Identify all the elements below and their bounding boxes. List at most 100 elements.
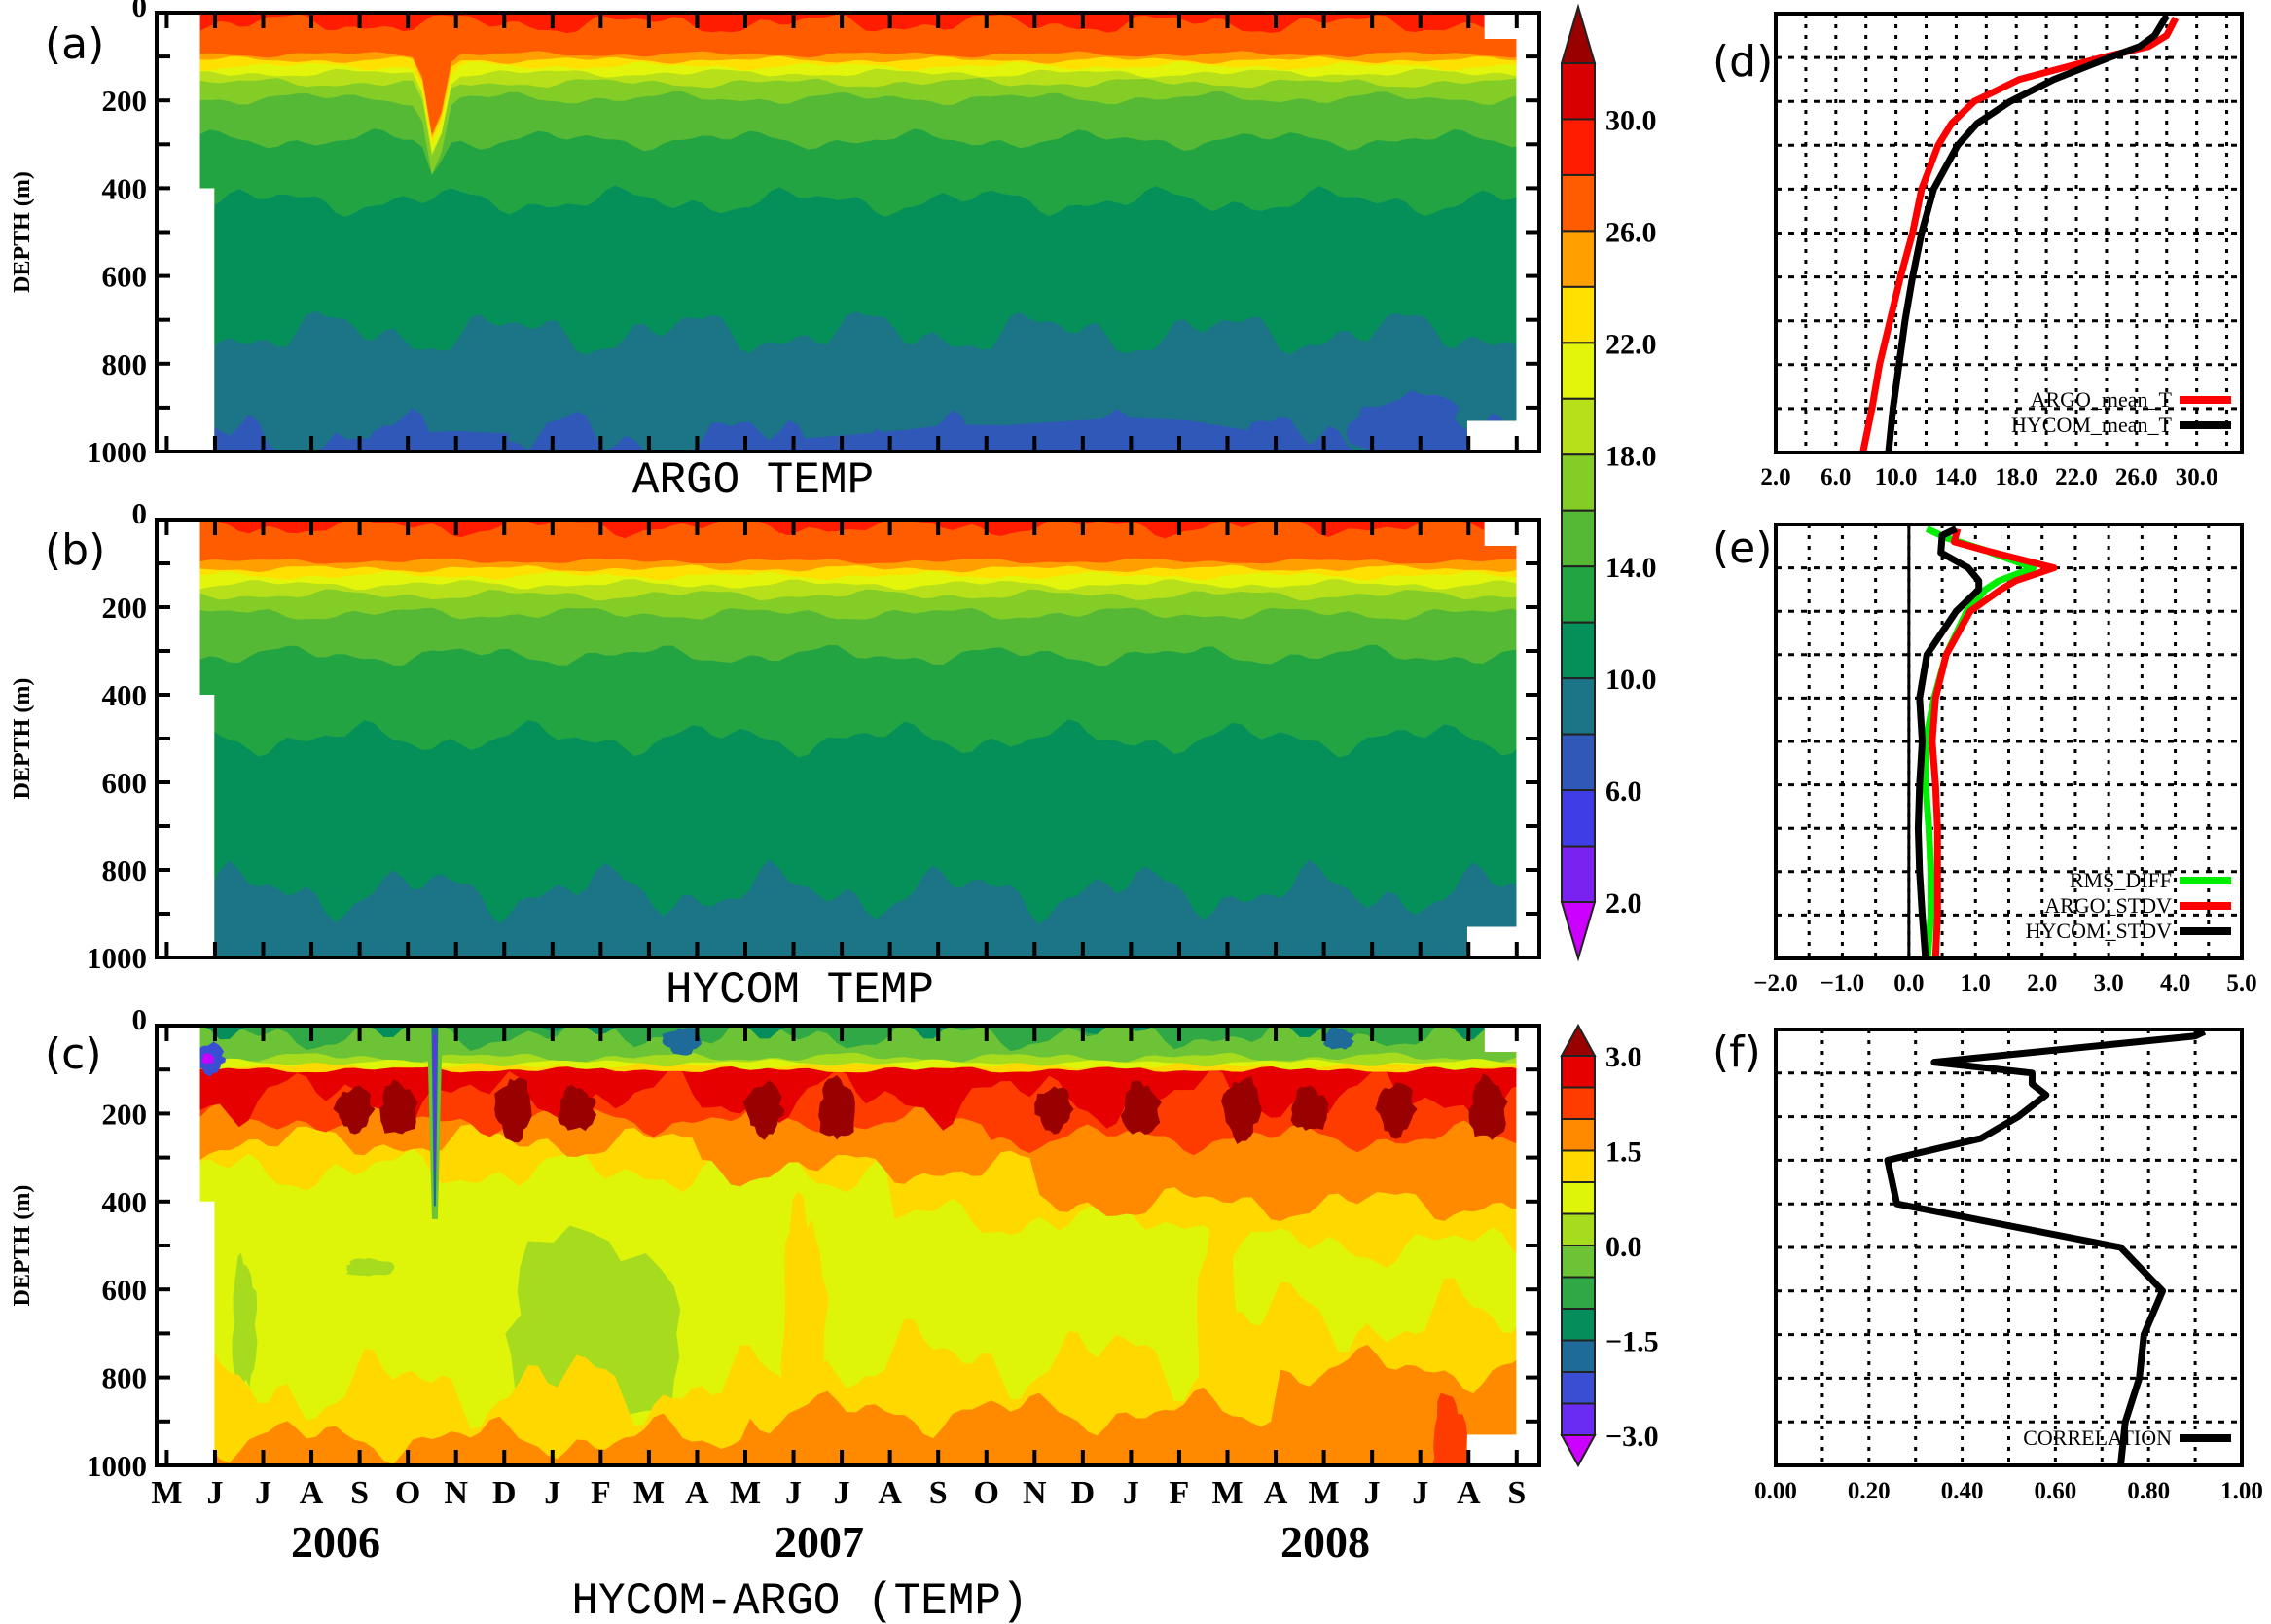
legend-label: ARGO_STDV: [2044, 893, 2172, 918]
contour-blob-neg2-neg1.5: [662, 1028, 702, 1056]
x-tick-label: 14.0: [1935, 464, 1978, 490]
month-label: M: [151, 1475, 182, 1511]
contour-fill: [199, 1026, 1517, 1465]
colorbar-band: [1561, 118, 1596, 176]
colorbar-band: [1561, 1276, 1596, 1310]
contour-blob-1-1.5: [780, 1191, 829, 1462]
colorbar-band: [1561, 1402, 1596, 1436]
month-label: J: [1364, 1475, 1381, 1511]
x-tick-label: 3.0: [2094, 970, 2124, 996]
colorbar-label: 10.0: [1605, 664, 1657, 696]
panel-label-c: (c): [45, 1029, 102, 1079]
colorbar-temperature: 30.0 26.0 22.0 18.0 14.0 10.0 6.0 2.0: [1560, 3, 1657, 962]
month-label: D: [1071, 1475, 1096, 1511]
month-label: A: [300, 1475, 324, 1511]
spike-band: [433, 1034, 437, 1172]
colorbar-band: [1561, 621, 1596, 680]
depth-tick-label: 800: [102, 853, 148, 887]
colorbar-label: 6.0: [1605, 776, 1642, 808]
colorbar-label: 18.0: [1605, 440, 1657, 472]
colorbar-band: [1561, 1086, 1596, 1120]
colorbar-band: [1561, 342, 1596, 400]
plot-frame: [1774, 523, 2244, 960]
panel-b-hycom-temp: 0 200 400 600 800 1000 DEPTH (m): [10, 496, 1541, 975]
contour-blob-over-3: [379, 1079, 418, 1135]
colorbar-label: 26.0: [1605, 216, 1657, 248]
x-tick-label: 0.80: [2127, 1478, 2170, 1504]
x-tick-label: 1.0: [1961, 970, 1991, 996]
plot-frame: [1774, 12, 2244, 454]
month-label: J: [255, 1475, 271, 1511]
contour-blob-over-3: [742, 1079, 785, 1140]
depth-tick-label: 400: [102, 678, 148, 712]
depth-axis-label: DEPTH (m): [10, 678, 35, 800]
colorbar-label: −1.5: [1605, 1326, 1659, 1358]
colorbar-band: [1561, 1055, 1596, 1089]
depth-tick-label: 800: [102, 1361, 148, 1395]
year-label-2006: 2006: [291, 1517, 380, 1567]
legend-label: HYCOM_mean_T: [2011, 413, 2173, 437]
depth-tick-label: 1000: [87, 941, 147, 975]
contour-blob-6-8: [746, 416, 1331, 451]
panel-label-d: (d): [1712, 37, 1773, 87]
contour-blob-6-8: [315, 430, 530, 451]
depth-tick-label: 1000: [87, 1449, 147, 1483]
colorbar-band: [1561, 285, 1596, 344]
month-label: A: [1264, 1475, 1288, 1511]
x-tick-label: 2.0: [2027, 970, 2057, 996]
colorbar-band: [1561, 845, 1596, 903]
month-label: F: [1170, 1475, 1190, 1511]
x-tick-label: 10.0: [1875, 464, 1918, 490]
series-line-argo-stdv: [1929, 527, 2058, 959]
depth-tick-label: 800: [102, 347, 148, 381]
colorbar-label: 1.5: [1605, 1137, 1642, 1169]
legend-label: HYCOM_STDV: [2026, 919, 2172, 943]
colorbar-band: [1561, 453, 1596, 512]
month-label: O: [395, 1475, 420, 1511]
month-label: M: [633, 1475, 665, 1511]
contour-blob-over-3: [1468, 1073, 1508, 1140]
series-line-hycom-mean-t: [1885, 14, 2170, 453]
colorbar-label: 3.0: [1605, 1041, 1642, 1073]
colorbar-under-triangle: [1560, 1434, 1597, 1468]
x-tick-label: 0.0: [1893, 970, 1924, 996]
depth-axis-label: DEPTH (m): [10, 1185, 35, 1307]
colorbar-over-triangle: [1560, 3, 1597, 64]
month-label: N: [1023, 1475, 1047, 1511]
contour-blob-over-3: [1034, 1086, 1074, 1135]
contour-blob-0-0.5: [346, 1258, 395, 1277]
x-tick-label: 18.0: [1995, 464, 2037, 490]
panel-a-argo-temp: 0 200 400 600 800 1000 DEPTH (m): [10, 0, 1541, 469]
depth-tick-label: 200: [102, 1097, 148, 1131]
colorbar-difference: 3.0 1.5 0.0 −1.5 −3.0: [1560, 1023, 1659, 1468]
colorbar-band: [1561, 1212, 1596, 1246]
panel-e-stdv-profile: −2.0 −1.0 0.0 1.0 2.0 3.0 4.0 5.0 RMS_DIFFARGO_S…: [1753, 523, 2257, 996]
contour-blob-2-2.5: [1431, 1392, 1468, 1465]
contour-blob-over-3: [1120, 1080, 1163, 1135]
colorbar-over-triangle: [1560, 1023, 1597, 1057]
month-label: M: [1309, 1475, 1340, 1511]
colorbar-under-triangle: [1560, 901, 1597, 962]
x-tick-label: 26.0: [2115, 464, 2158, 490]
isotherm-10-band: [199, 310, 1517, 451]
contour-blob-0-0.5: [232, 1252, 258, 1393]
colorbar-band: [1561, 1181, 1596, 1215]
isotherm-12-band: [199, 719, 1517, 957]
contour-blob-over-3: [333, 1085, 376, 1135]
month-label: J: [1123, 1475, 1139, 1511]
panel-label-f: (f): [1712, 1028, 1761, 1077]
contour-blob-over-3: [1290, 1085, 1329, 1131]
x-tick-label: 2.0: [1760, 464, 1790, 490]
depth-tick-label: 1000: [87, 435, 147, 469]
colorbar-label: 2.0: [1605, 887, 1642, 920]
colorbar-band: [1561, 173, 1596, 233]
month-label: J: [544, 1475, 560, 1511]
legend-label: ARGO_mean_T: [2031, 387, 2173, 412]
title-hycom-minus-argo: HYCOM-ARGO (TEMP): [571, 1576, 1027, 1624]
colorbar-band: [1561, 733, 1596, 792]
panel-label-b: (b): [45, 525, 105, 575]
depth-tick-label: 200: [102, 591, 148, 625]
depth-tick-label: 0: [132, 1002, 148, 1036]
x-tick-label: −1.0: [1820, 970, 1865, 996]
colorbar-label: 0.0: [1605, 1231, 1642, 1263]
